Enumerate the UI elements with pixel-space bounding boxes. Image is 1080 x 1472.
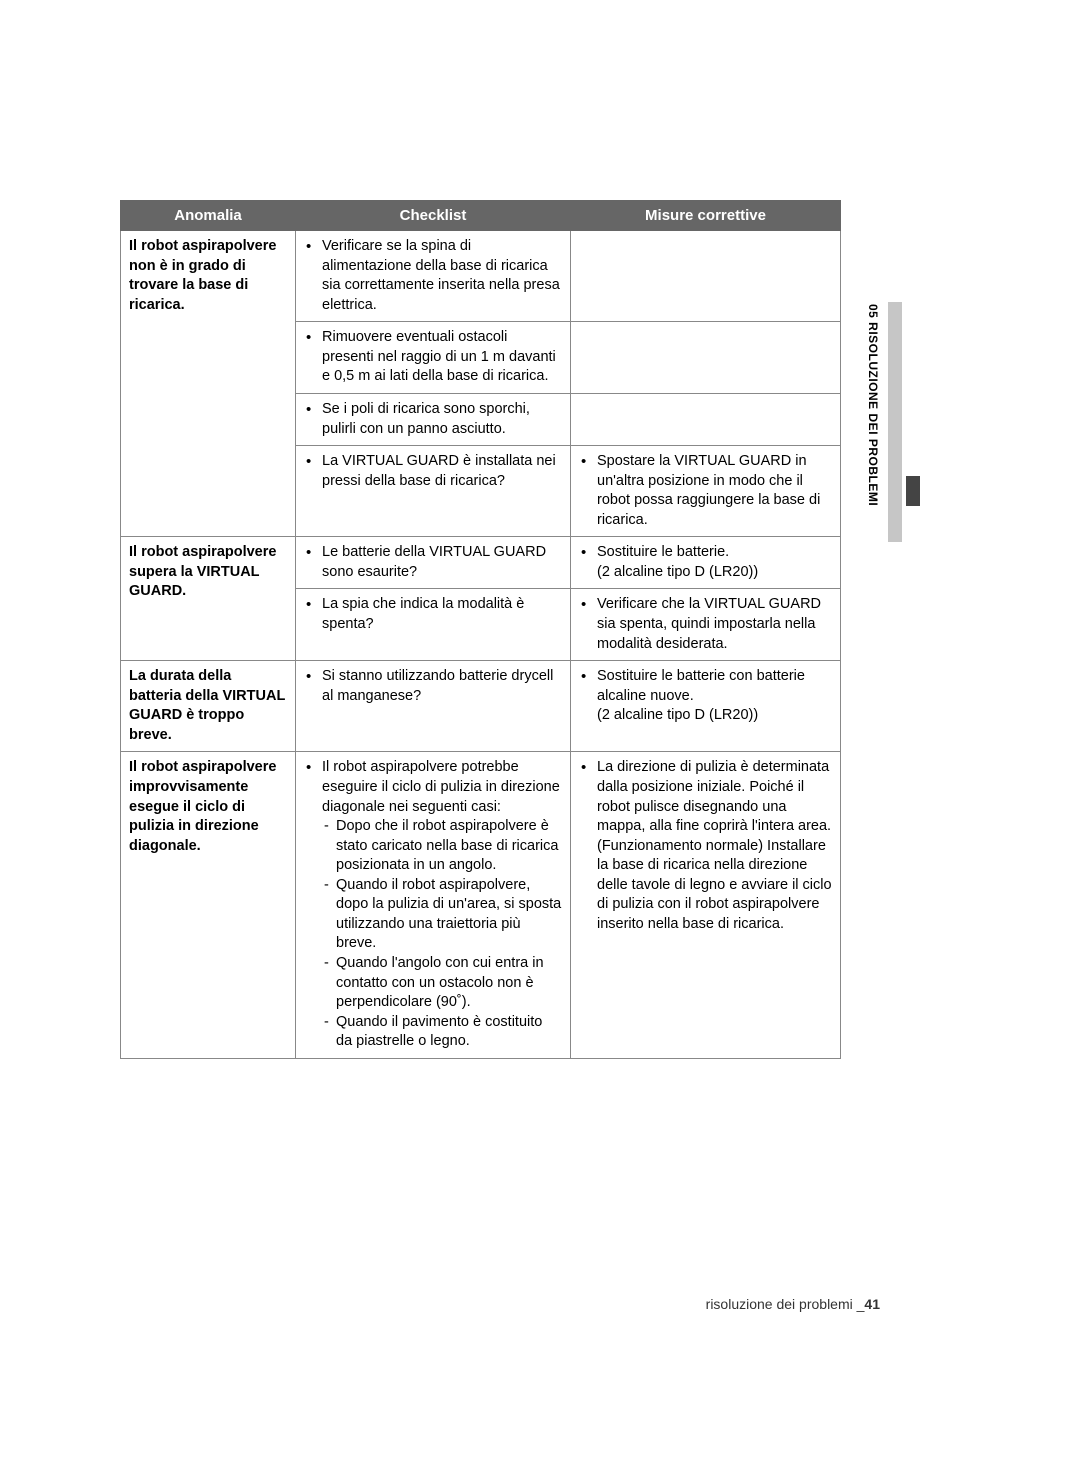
checklist-subitem: Quando l'angolo con cui entra in contatt… [322,954,562,1013]
checklist-item: Rimuovere eventuali ostacoli presenti ne… [304,328,562,387]
measure-cell: La direzione di pulizia è determinata da… [571,752,841,1058]
measure-cell [571,231,841,322]
side-tab-label: 05 RISOLUZIONE DEI PROBLEMI [860,304,880,564]
footer-text: risoluzione dei problemi _ [706,1296,865,1312]
anomaly-cell: La durata della batteria della VIRTUAL G… [121,661,296,752]
checklist-subitem: Quando il pavimento è costituito da pias… [322,1013,562,1052]
page-content: Anomalia Checklist Misure correttive Il … [120,200,840,1059]
anomaly-cell: Il robot aspirapolvere supera la VIRTUAL… [121,537,296,661]
checklist-item: Verificare se la spina di alimentazione … [304,237,562,315]
checklist-cell: La VIRTUAL GUARD è installata nei pressi… [296,446,571,537]
measure-item: Verificare che la VIRTUAL GUARD sia spen… [579,595,832,654]
measure-cell [571,393,841,445]
table-row: Il robot aspirapolvere non è in grado di… [121,231,841,322]
side-bar-grey [888,302,902,542]
anomaly-cell: Il robot aspirapolvere non è in grado di… [121,231,296,537]
measure-cell: Sostituire le batterie con batterie alca… [571,661,841,752]
measure-cell: Verificare che la VIRTUAL GUARD sia spen… [571,589,841,661]
checklist-item: Se i poli di ricarica sono sporchi, puli… [304,400,562,439]
checklist-item: Il robot aspirapolvere potrebbe eseguire… [304,758,562,1051]
checklist-subitem: Quando il robot aspirapolvere, dopo la p… [322,876,562,954]
measure-item: Spostare la VIRTUAL GUARD in un'altra po… [579,452,832,530]
checklist-subitem: Dopo che il robot aspirapolvere è stato … [322,817,562,876]
measure-item: Sostituire le batterie con batterie alca… [579,667,832,726]
checklist-item: Si stanno utilizzando batterie drycell a… [304,667,562,706]
measure-item: La direzione di pulizia è determinata da… [579,758,832,934]
table-header-row: Anomalia Checklist Misure correttive [121,201,841,231]
measure-text: Sostituire le batterie. [597,544,729,560]
checklist-cell: Il robot aspirapolvere potrebbe eseguire… [296,752,571,1058]
page-footer: risoluzione dei problemi _41 [706,1296,880,1312]
checklist-item: La VIRTUAL GUARD è installata nei pressi… [304,452,562,491]
header-misure: Misure correttive [571,201,841,231]
table-row: Il robot aspirapolvere supera la VIRTUAL… [121,537,841,589]
checklist-item: Le batterie della VIRTUAL GUARD sono esa… [304,543,562,582]
measure-cell [571,322,841,394]
measure-cell: Spostare la VIRTUAL GUARD in un'altra po… [571,446,841,537]
table-row: Il robot aspirapolvere improvvisamente e… [121,752,841,1058]
checklist-cell: Se i poli di ricarica sono sporchi, puli… [296,393,571,445]
header-checklist: Checklist [296,201,571,231]
checklist-text: Il robot aspirapolvere potrebbe eseguire… [322,759,560,814]
measure-text: Sostituire le batterie con batterie alca… [597,668,805,704]
measure-text: (2 alcaline tipo D (LR20)) [597,564,758,580]
measure-item: Sostituire le batterie. (2 alcaline tipo… [579,543,832,582]
checklist-cell: La spia che indica la modalità è spenta? [296,589,571,661]
header-anomalia: Anomalia [121,201,296,231]
checklist-cell: Verificare se la spina di alimentazione … [296,231,571,322]
anomaly-cell: Il robot aspirapolvere improvvisamente e… [121,752,296,1058]
checklist-cell: Le batterie della VIRTUAL GUARD sono esa… [296,537,571,589]
page-number: 41 [864,1296,880,1312]
measure-cell: Sostituire le batterie. (2 alcaline tipo… [571,537,841,589]
measure-text: (2 alcaline tipo D (LR20)) [597,707,758,723]
table-row: La durata della batteria della VIRTUAL G… [121,661,841,752]
checklist-cell: Si stanno utilizzando batterie drycell a… [296,661,571,752]
checklist-item: La spia che indica la modalità è spenta? [304,595,562,634]
checklist-cell: Rimuovere eventuali ostacoli presenti ne… [296,322,571,394]
troubleshooting-table: Anomalia Checklist Misure correttive Il … [120,200,841,1059]
side-bar-accent [906,476,920,506]
